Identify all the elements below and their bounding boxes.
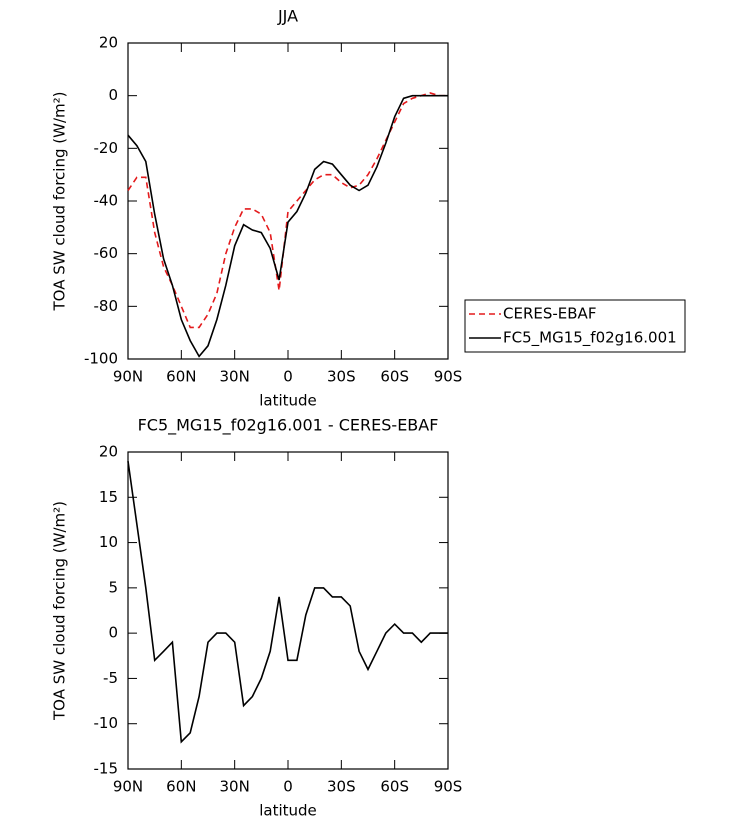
legend-label: FC5_MG15_f02g16.001 (503, 329, 677, 348)
x-tick-label: 60N (166, 778, 196, 796)
legend-label: CERES-EBAF (503, 305, 596, 323)
chart-title: JJA (277, 7, 298, 26)
y-tick-label: -15 (94, 760, 119, 778)
chart-title: FC5_MG15_f02g16.001 - CERES-EBAF (138, 416, 439, 436)
x-tick-label: 30S (327, 778, 356, 796)
y-axis-label: TOA SW cloud forcing (W/m²) (51, 92, 69, 312)
y-tick-label: 5 (108, 578, 118, 596)
y-tick-label: -5 (103, 669, 118, 687)
y-tick-label: 10 (99, 533, 118, 551)
y-tick-label: -80 (94, 297, 119, 315)
y-tick-label: 0 (108, 624, 118, 642)
x-tick-label: 30N (220, 778, 250, 796)
x-tick-label: 0 (283, 778, 293, 796)
legend-box (464, 299, 686, 353)
plot-frame (127, 451, 449, 770)
y-axis-label: TOA SW cloud forcing (W/m²) (51, 501, 69, 721)
x-axis-label: latitude (259, 802, 317, 820)
y-tick-label: -40 (94, 192, 119, 210)
series-line (127, 92, 448, 329)
plot-frame (127, 42, 449, 360)
y-tick-label: -100 (84, 350, 118, 368)
x-tick-label: 60S (380, 778, 409, 796)
y-tick-label: -20 (94, 139, 119, 157)
x-tick-label: 90S (434, 778, 463, 796)
y-tick-label: 20 (99, 443, 118, 461)
series-line (127, 94, 448, 358)
x-tick-label: 60N (166, 368, 196, 386)
y-tick-label: 15 (99, 488, 118, 506)
series-line (127, 460, 448, 744)
x-tick-label: 60S (380, 368, 409, 386)
y-tick-label: 20 (99, 34, 118, 52)
x-tick-label: 90N (113, 368, 143, 386)
x-tick-label: 30N (220, 368, 250, 386)
x-tick-label: 0 (283, 368, 293, 386)
y-tick-label: -60 (94, 244, 119, 262)
x-tick-label: 90S (434, 368, 463, 386)
x-axis-label: latitude (259, 392, 317, 410)
y-tick-label: 0 (108, 86, 118, 104)
y-tick-label: -10 (94, 714, 119, 732)
x-tick-label: 90N (113, 778, 143, 796)
x-tick-label: 30S (327, 368, 356, 386)
